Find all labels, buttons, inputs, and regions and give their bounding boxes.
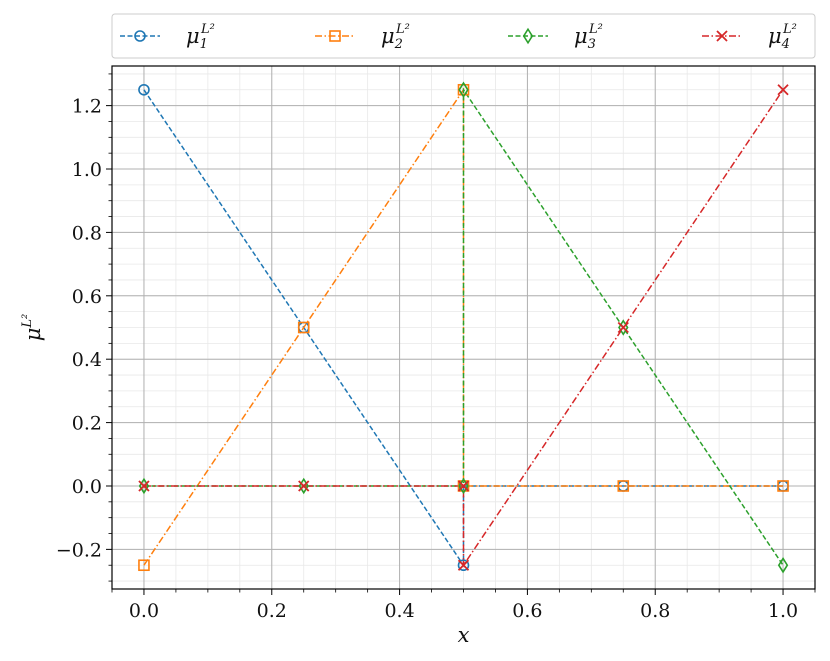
legend-label-sup: L² (395, 22, 410, 37)
legend-label-sup: L² (200, 22, 215, 37)
data-point-series-4 (617, 321, 629, 334)
data-point-series-2 (777, 480, 789, 492)
series-line-3 (143, 87, 784, 566)
y-tick-label: 1.2 (72, 96, 102, 118)
legend-label-sub: 3 (588, 37, 596, 52)
data-point-series-4 (138, 480, 150, 492)
x-tick-label: 0.8 (640, 600, 670, 622)
legend-label-sup: L² (588, 22, 603, 37)
legend-label-base: μ (574, 24, 588, 48)
y-tick-label: 0.6 (72, 286, 102, 308)
x-tick-label: 1.0 (768, 600, 798, 622)
legend-marker (716, 30, 728, 42)
legend-marker (522, 27, 534, 45)
data-point-series-2 (297, 321, 310, 334)
legend-label-sub: 1 (200, 37, 208, 52)
data-point-series-4 (777, 84, 789, 96)
legend: μ1L² μ2L² μ3L² μ4L² (111, 13, 816, 59)
data-point-series-4 (457, 559, 470, 571)
x-tick-label: 0.6 (512, 600, 542, 622)
legend-item-1: μ1L² (120, 22, 215, 52)
y-axis-label-sup: L² (20, 314, 35, 329)
legend-label-base: μ (768, 24, 782, 48)
data-point-series-2 (617, 480, 630, 492)
y-tick-label: −0.2 (56, 539, 102, 561)
y-tick-label: 0.4 (72, 349, 102, 371)
legend-marker (134, 30, 146, 42)
x-tick-label: 0.2 (257, 600, 287, 622)
legend-label-sup: L² (782, 22, 797, 37)
data-point-series-3 (777, 556, 789, 574)
series-line-4 (143, 89, 784, 568)
legend-item-4: μ4L² (702, 22, 797, 52)
x-axis-label: x (458, 623, 470, 647)
legend-label: μ4L² (768, 22, 797, 52)
series-markers (138, 81, 789, 574)
legend-box (111, 13, 816, 59)
legend-label-sub: 2 (394, 37, 403, 52)
x-tick-label: 0.4 (384, 600, 414, 622)
axis-ticks (106, 73, 816, 595)
y-tick-label: 1.0 (72, 159, 102, 181)
legend-label: μ2L² (381, 22, 410, 52)
data-point-series-1 (138, 83, 150, 96)
y-tick-label: 0.8 (72, 222, 102, 244)
y-tick-labels: −0.2 0.0 0.2 0.4 0.6 0.8 1.0 1.2 (56, 96, 102, 562)
legend-label-base: μ (381, 24, 395, 48)
y-tick-label: 0.0 (72, 476, 102, 498)
legend-label-base: μ (186, 24, 200, 48)
y-axis-label-base: μ (21, 328, 45, 342)
y-tick-label: 0.2 (72, 413, 102, 435)
data-point-series-2 (138, 559, 150, 572)
y-axis-label: μL² (20, 314, 45, 342)
x-tick-label: 0.0 (129, 600, 159, 622)
data-point-series-4 (298, 480, 310, 492)
legend-item-2: μ2L² (315, 22, 410, 52)
legend-item-3: μ3L² (508, 22, 603, 52)
series-line-1 (143, 89, 784, 568)
x-tick-labels: 0.0 0.2 0.4 0.6 0.8 1.0 (129, 600, 798, 622)
series-lines (143, 87, 784, 568)
legend-marker (329, 30, 341, 42)
legend-label-sub: 4 (781, 37, 790, 52)
data-point-series-3 (458, 81, 469, 99)
data-point-series-1 (457, 559, 470, 572)
data-point-series-4 (457, 480, 470, 492)
legend-label: μ1L² (186, 22, 215, 52)
legend-label: μ3L² (574, 22, 603, 52)
